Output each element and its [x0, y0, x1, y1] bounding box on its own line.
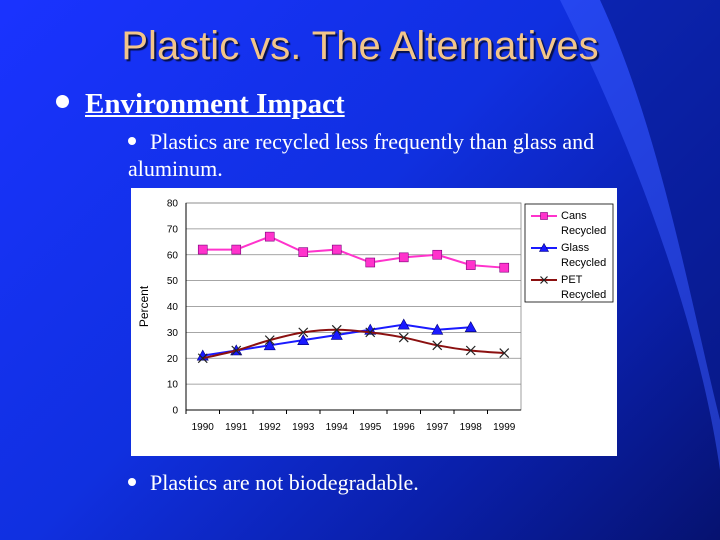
bullet-sub1-text: Plastics are recycled less frequently th…	[128, 129, 595, 181]
chart-svg: 0 10 20 30 40 50 60 70 80 1990 1991 1992 1993 1994 199…	[137, 199, 614, 433]
legend-label: PET	[561, 274, 583, 286]
sub-bullet-icon	[128, 137, 136, 145]
data-point-triangle	[431, 323, 444, 335]
data-point-triangle	[538, 242, 550, 252]
data-point-square	[540, 212, 548, 220]
y-tick-label: 70	[167, 224, 179, 235]
legend-box	[524, 203, 614, 303]
data-point-x	[465, 345, 476, 356]
y-tick-label: 60	[167, 250, 179, 261]
data-point-square	[264, 231, 275, 242]
slide-title: Plastic vs. The Alternatives	[121, 24, 599, 68]
x-tick-label: 1996	[393, 422, 416, 433]
data-point-x	[499, 348, 510, 358]
data-point-square	[499, 262, 510, 273]
data-point-x	[365, 327, 376, 338]
data-point-square	[365, 257, 376, 268]
x-tick-label: 1991	[225, 422, 248, 433]
data-point-x	[432, 340, 443, 351]
data-point-x	[540, 276, 548, 284]
data-point-x	[231, 345, 242, 356]
x-tick-label: 1992	[259, 422, 282, 433]
data-point-x	[331, 324, 342, 335]
data-point-x	[398, 332, 409, 343]
bullet-environment-impact: Environment Impact	[56, 88, 345, 121]
data-point-square	[331, 244, 342, 255]
data-point-triangle	[464, 321, 477, 332]
data-point-triangle	[297, 334, 310, 345]
y-tick-label: 80	[167, 199, 179, 210]
y-tick-label: 30	[167, 328, 179, 339]
data-point-x	[264, 335, 275, 346]
y-tick-label: 50	[167, 276, 179, 287]
bullet-icon	[56, 95, 69, 108]
bullet-not-biodegradable: Plastics are not biodegradable.	[128, 470, 419, 496]
data-point-x	[298, 327, 309, 338]
data-point-square	[465, 260, 476, 270]
y-tick-label: 20	[167, 354, 179, 365]
bullet-main-text: Environment Impact	[85, 88, 345, 120]
y-tick-label: 40	[167, 302, 179, 313]
data-point-triangle	[263, 339, 276, 351]
series-line-1	[202, 235, 505, 269]
x-tick-label: 1999	[493, 422, 516, 433]
legend-label: Recycled	[561, 289, 606, 301]
legend-label: Recycled	[561, 225, 606, 237]
data-point-x	[197, 353, 208, 364]
data-point-triangle	[397, 318, 410, 330]
y-tick-label: 10	[167, 380, 179, 391]
data-point-square	[298, 247, 309, 257]
sub-bullet-icon	[128, 478, 136, 486]
x-tick-label: 1993	[292, 422, 315, 433]
x-tick-label: 1995	[359, 422, 382, 433]
data-point-square	[432, 249, 443, 260]
data-point-square	[231, 244, 242, 255]
series-line-3	[202, 328, 505, 360]
legend-label: Cans	[561, 210, 587, 222]
data-point-square	[197, 244, 208, 255]
recycling-chart: 0 10 20 30 40 50 60 70 80 1990 1991 1992 1993 1994 199…	[131, 188, 617, 456]
bullet-sub2-text: Plastics are not biodegradable.	[150, 470, 419, 495]
data-point-square	[398, 252, 409, 263]
y-tick-label: 0	[172, 406, 178, 417]
x-tick-label: 1994	[326, 422, 349, 433]
y-axis-label: Percent	[137, 285, 151, 327]
x-tick-label: 1997	[426, 422, 449, 433]
x-tick-label: 1990	[192, 422, 215, 433]
bullet-recycled-less: Plastics are recycled less frequently th…	[128, 128, 648, 182]
x-tick-label: 1998	[460, 422, 483, 433]
legend-label: Recycled	[561, 257, 606, 269]
data-point-triangle	[330, 328, 343, 340]
legend-label: Glass	[561, 242, 590, 254]
